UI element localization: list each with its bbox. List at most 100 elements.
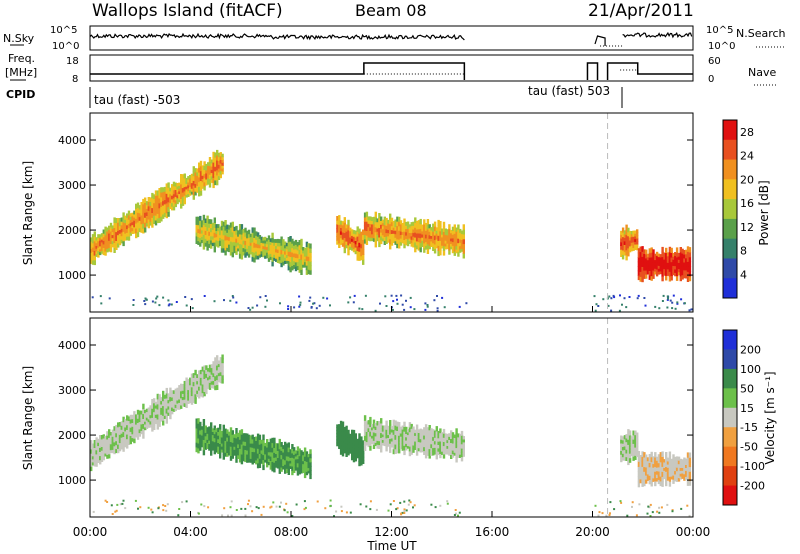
echo-cell — [255, 459, 258, 465]
echo-cell — [675, 266, 679, 272]
echo-cell — [242, 247, 245, 252]
echo-cell — [634, 238, 637, 242]
echo-cell — [258, 250, 262, 255]
echo-cell — [210, 227, 213, 233]
echo-cell — [185, 188, 188, 193]
echo-cell — [240, 244, 244, 250]
echo-cell — [136, 202, 140, 208]
echo-cell — [169, 400, 172, 406]
echo-cell — [91, 247, 95, 252]
echo-cell — [99, 459, 102, 465]
echo-cell — [303, 473, 307, 479]
echo-cell — [249, 443, 253, 448]
echo-cell — [675, 477, 679, 482]
ground-scatter-cell — [181, 501, 184, 504]
echo-cell — [380, 442, 383, 448]
echo-cell — [403, 235, 406, 240]
echo-cell — [424, 237, 428, 243]
echo-cell — [666, 460, 670, 465]
echo-cell — [442, 226, 446, 232]
echo-cell — [414, 446, 417, 450]
echo-cell — [100, 438, 104, 444]
ground-scatter-cell — [156, 295, 159, 298]
echo-cell — [358, 255, 361, 261]
echo-cell — [187, 379, 190, 384]
echo-cell — [417, 224, 421, 230]
echo-cell — [226, 232, 229, 237]
echo-cell — [102, 437, 105, 443]
colorbar-segment — [723, 330, 737, 350]
echo-cell — [238, 448, 242, 454]
echo-cell — [246, 449, 249, 455]
echo-cell — [203, 387, 206, 392]
echo-cell — [165, 183, 168, 189]
echo-cell — [204, 445, 207, 450]
echo-cell — [244, 441, 247, 446]
echo-cell — [135, 213, 138, 219]
echo-cell — [246, 244, 249, 249]
echo-cell — [628, 233, 632, 238]
echo-cell — [398, 426, 401, 432]
echo-cell — [210, 384, 213, 388]
ground-scatter-cell — [229, 299, 232, 302]
ground-scatter-cell — [322, 296, 325, 299]
colorbar-tick-label: -50 — [740, 441, 758, 454]
echo-cell — [100, 236, 104, 240]
echo-cell — [280, 236, 283, 242]
echo-cell — [95, 449, 98, 455]
echo-cell — [207, 174, 210, 179]
echo-cell — [405, 440, 408, 444]
echo-cell — [677, 474, 681, 479]
echo-cell — [453, 228, 456, 234]
echo-cell — [285, 464, 289, 469]
echo-cell — [650, 261, 653, 267]
ground-scatter-cell — [607, 304, 610, 307]
echo-cell — [683, 473, 686, 478]
echo-cell — [369, 226, 372, 231]
echo-cell — [414, 246, 417, 253]
echo-cell — [663, 475, 666, 480]
echo-cell — [302, 469, 305, 473]
echo-cell — [142, 218, 145, 224]
echo-cell — [627, 459, 630, 466]
echo-cell — [403, 222, 406, 228]
echo-cell — [211, 431, 215, 436]
echo-cell — [674, 258, 677, 263]
echo-cell — [380, 224, 383, 229]
echo-cell — [206, 433, 209, 437]
echo-cell — [106, 450, 109, 455]
echo-cell — [253, 458, 256, 464]
echo-cell — [197, 224, 200, 230]
echo-cell — [389, 429, 392, 435]
echo-cell — [256, 255, 260, 260]
echo-cell — [216, 164, 219, 171]
echo-cell — [670, 461, 673, 466]
echo-cell — [426, 248, 430, 254]
echo-cell — [275, 242, 278, 247]
echo-cell — [392, 230, 395, 234]
echo-cell — [151, 197, 154, 204]
echo-cell — [392, 224, 395, 228]
ground-scatter-cell — [680, 298, 683, 301]
echo-cell — [271, 437, 274, 444]
echo-cell — [247, 241, 251, 246]
echo-cell — [383, 240, 386, 245]
echo-cell — [142, 198, 145, 205]
echo-cell — [652, 477, 655, 482]
echo-cell — [118, 422, 122, 427]
ground-scatter-cell — [654, 305, 657, 308]
echo-cell — [153, 424, 156, 430]
echo-cell — [205, 181, 208, 186]
echo-cell — [221, 354, 224, 360]
echo-cell — [135, 227, 138, 234]
echo-cell — [645, 466, 648, 472]
echo-cell — [347, 436, 350, 442]
echo-cell — [412, 437, 415, 442]
echo-cell — [282, 239, 285, 244]
echo-cell — [632, 451, 635, 457]
echo-cell — [246, 241, 249, 246]
echo-cell — [247, 434, 251, 440]
echo-cell — [118, 237, 122, 242]
echo-cell — [108, 243, 111, 249]
echo-cell — [453, 233, 456, 239]
